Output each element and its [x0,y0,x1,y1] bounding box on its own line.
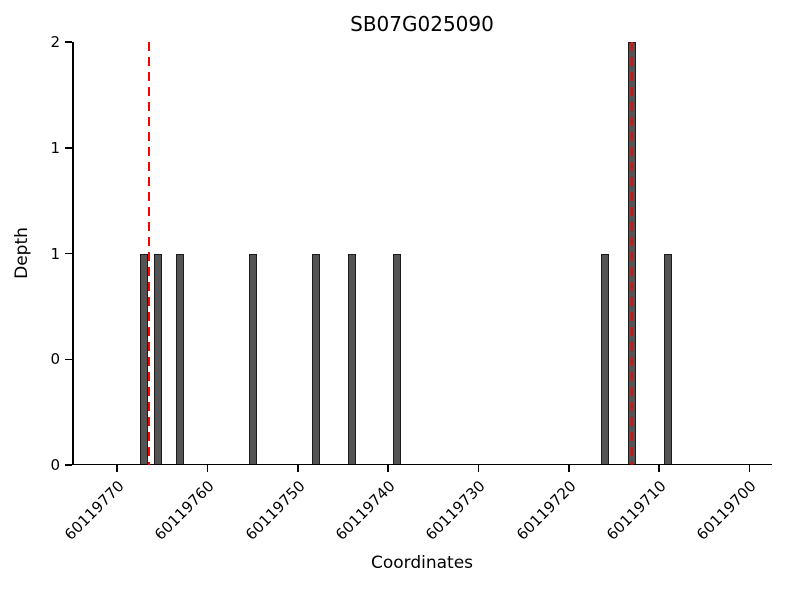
y-tick-label: 0 [50,456,60,474]
x-tick-mark [206,465,209,472]
bar [153,253,162,465]
marker-vline [147,42,150,465]
x-axis-label: Coordinates [370,553,474,573]
bar [311,253,320,465]
x-tick-mark [477,465,480,472]
x-tick-mark [568,465,570,472]
y-tick-label: 0 [50,350,60,369]
bar [248,253,257,465]
y-tick-label: 2 [50,33,60,51]
y-axis-line [72,42,74,465]
y-tick-label: 1 [50,138,60,157]
x-tick-mark [116,465,118,472]
y-tick-mark [65,147,72,149]
x-tick-mark [748,465,751,472]
plot-area: 0 0 1 1 2 60119770 60119760 60119750 60119740 601… [50,33,772,544]
y-tick-mark [65,464,72,466]
y-tick-mark [65,41,72,43]
bar [600,253,609,465]
y-tick-mark [65,252,72,255]
x-tick-mark [658,465,660,472]
x-tick-mark [297,465,299,472]
bar [393,253,402,465]
x-axis-line [72,463,772,465]
marker-vline [631,42,633,465]
y-tick-mark [65,358,72,360]
bar [347,253,357,465]
bar [176,253,185,465]
y-tick-label: 1 [50,244,60,263]
plot-title: SB07G025090 [350,12,494,36]
bar [664,253,673,465]
x-tick-mark [387,465,389,472]
